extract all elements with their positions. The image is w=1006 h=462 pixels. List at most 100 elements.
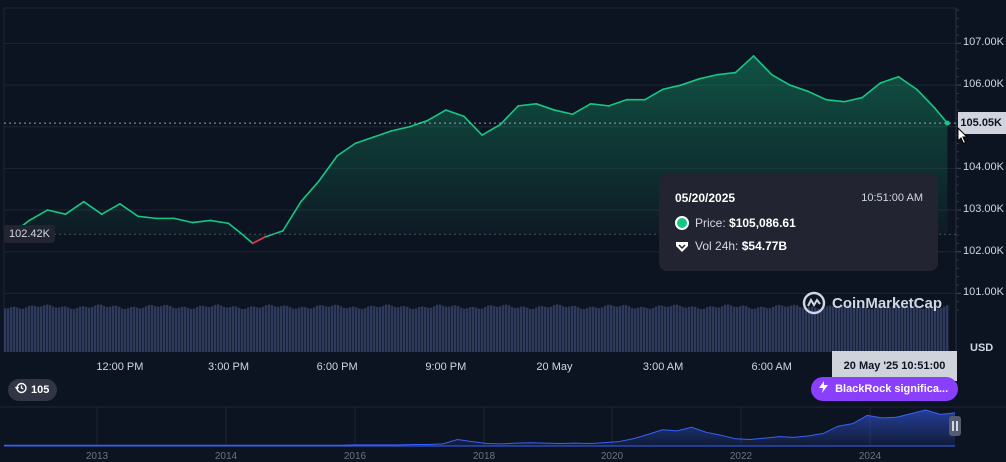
- volume-bar: [934, 307, 937, 352]
- coinmarketcap-logo: CoinMarketCap: [802, 291, 942, 315]
- volume-bar: [340, 306, 343, 352]
- price-line-segment: [28, 209, 49, 222]
- price-line-segment: [807, 90, 827, 101]
- price-line-segment: [318, 155, 338, 182]
- volume-bar: [904, 306, 907, 352]
- volume-bar: [295, 308, 298, 352]
- volume-bar: [130, 306, 133, 352]
- price-point: [46, 209, 49, 211]
- volume-bar: [190, 308, 193, 352]
- volume-bar: [499, 306, 502, 352]
- volume-bar: [835, 307, 838, 352]
- price-point: [481, 134, 483, 136]
- volume-bar: [145, 306, 148, 352]
- volume-bar: [790, 305, 793, 352]
- navigator-year-label: 2020: [600, 451, 624, 462]
- news-chip[interactable]: BlackRock significa...: [811, 377, 959, 401]
- volume-bar: [34, 306, 37, 352]
- volume-bar: [100, 304, 103, 352]
- volume-bar: [397, 307, 400, 352]
- navigator-line: [4, 409, 956, 446]
- current-price-marker: [944, 120, 950, 126]
- volume-bar: [31, 305, 34, 352]
- volume-bar: [406, 306, 409, 352]
- volume-bar: [658, 305, 661, 352]
- price-line-segment: [535, 103, 556, 111]
- volume-bar: [214, 304, 217, 352]
- volume-bar: [910, 305, 913, 352]
- navigator-year-label: 2024: [858, 451, 882, 462]
- volume-bar: [313, 307, 316, 352]
- price-line-segment: [517, 103, 538, 107]
- price-point: [137, 215, 139, 218]
- volume-bar: [634, 308, 637, 352]
- volume-bar: [676, 304, 679, 352]
- volume-bar: [733, 306, 736, 352]
- volume-bar: [379, 306, 382, 352]
- volume-bar: [493, 306, 496, 352]
- volume-bar: [112, 305, 115, 352]
- volume-bar: [490, 305, 493, 352]
- volume-bar: [358, 308, 361, 352]
- tooltip-time: 10:51:00 AM: [861, 192, 923, 204]
- tooltip-price-label: Price:: [695, 216, 726, 230]
- volume-bar: [757, 307, 760, 352]
- price-point: [770, 73, 773, 76]
- volume-bar: [853, 307, 856, 352]
- volume-bar: [598, 308, 601, 352]
- volume-bar: [10, 307, 13, 352]
- mouse-cursor-icon: [957, 127, 969, 145]
- volume-bar: [538, 306, 541, 352]
- volume-bar: [148, 304, 151, 352]
- volume-bar: [913, 305, 916, 352]
- volume-bar: [895, 304, 898, 352]
- crosshair-time-badge: 20 May '25 10:51:00: [832, 351, 957, 381]
- volume-bar: [337, 305, 340, 352]
- volume-bar: [199, 305, 202, 352]
- events-button[interactable]: 105: [8, 379, 58, 401]
- volume-bar: [301, 306, 304, 352]
- price-point: [933, 107, 936, 109]
- volume-bar: [136, 307, 139, 352]
- volume-bar: [940, 308, 943, 352]
- price-point: [239, 232, 242, 234]
- volume-bar: [316, 305, 319, 352]
- volume-bar: [334, 304, 337, 352]
- volume-bar: [730, 305, 733, 352]
- volume-bar: [907, 306, 910, 352]
- volume-bar: [469, 307, 472, 352]
- volume-bar: [139, 308, 142, 352]
- price-point: [897, 75, 900, 78]
- price-point: [499, 123, 501, 126]
- price-line-segment: [445, 109, 465, 118]
- volume-bar: [262, 306, 265, 352]
- navigator-handle[interactable]: [949, 416, 961, 436]
- volume-bar: [859, 306, 862, 352]
- price-point: [408, 125, 411, 128]
- tooltip-price-row: Price: $105,086.61: [675, 216, 796, 230]
- volume-bar: [403, 305, 406, 352]
- price-line-segment: [426, 109, 447, 122]
- volume-bar: [712, 306, 715, 352]
- volume-bar: [106, 307, 109, 352]
- volume-bar: [586, 307, 589, 352]
- volume-bar: [754, 308, 757, 352]
- volume-bar: [580, 308, 583, 352]
- volume-bar: [400, 306, 403, 352]
- volume-bar: [286, 305, 289, 352]
- volume-bar: [748, 307, 751, 352]
- price-line-segment: [336, 142, 357, 157]
- x-tick-label: 3:00 AM: [642, 361, 684, 373]
- price-point: [119, 202, 121, 205]
- volume-bar: [46, 304, 49, 352]
- volume-bar: [526, 307, 529, 352]
- volume-bar: [781, 305, 784, 352]
- volume-bar: [436, 304, 439, 352]
- price-line-segment: [463, 115, 483, 136]
- price-line-segment: [607, 98, 628, 107]
- price-point: [445, 109, 447, 111]
- volume-bar: [424, 307, 427, 352]
- volume-bar: [460, 307, 463, 352]
- volume-bar: [349, 307, 352, 352]
- volume-bar: [181, 306, 184, 352]
